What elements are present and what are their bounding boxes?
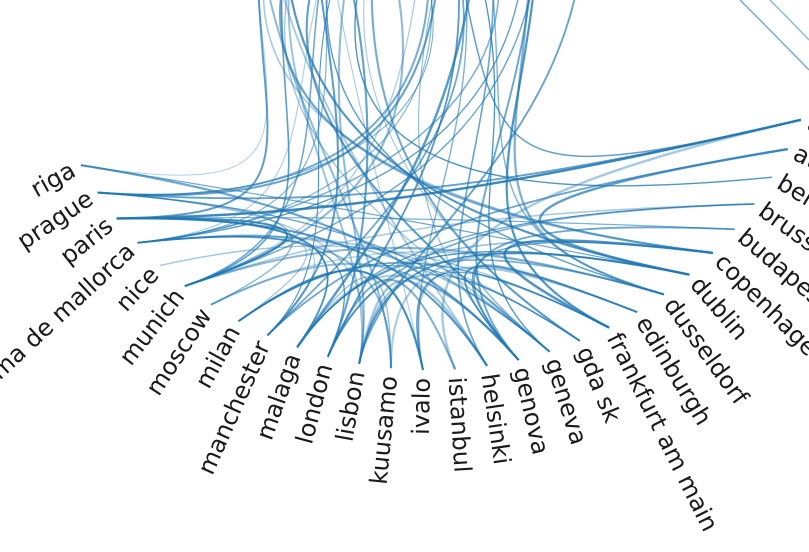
edge — [97, 0, 429, 196]
edge — [137, 0, 328, 244]
edge — [80, 0, 268, 176]
edge — [296, 240, 713, 348]
edge — [337, 0, 365, 364]
node-label: ivalo — [407, 378, 436, 435]
edge — [137, 0, 433, 244]
edge — [327, 259, 665, 358]
edge — [363, 0, 581, 342]
edge — [97, 118, 802, 200]
edge — [184, 203, 755, 287]
edge — [739, 0, 809, 71]
edge — [417, 0, 468, 371]
edge — [137, 0, 519, 244]
edge — [184, 0, 404, 288]
edge — [266, 0, 331, 336]
edge — [370, 0, 581, 342]
edge — [475, 0, 531, 361]
edge — [266, 0, 465, 337]
edge — [417, 0, 520, 361]
edge — [116, 216, 735, 230]
edge — [769, 0, 809, 41]
edge — [184, 0, 530, 287]
edge — [116, 0, 269, 220]
edge — [80, 164, 690, 276]
edge — [287, 0, 364, 364]
edge — [137, 0, 317, 244]
node-label: istanbul — [443, 376, 477, 473]
edge — [326, 0, 460, 358]
edge — [441, 118, 802, 370]
node-label: lisbon — [330, 369, 370, 444]
edge — [266, 0, 340, 337]
edge — [326, 0, 665, 296]
edge — [238, 264, 581, 342]
edge — [184, 0, 320, 287]
edge — [97, 191, 293, 306]
edge — [326, 0, 369, 358]
edge — [416, 266, 638, 371]
edge — [505, 0, 610, 329]
edge — [358, 0, 576, 364]
edge — [305, 0, 551, 353]
edge — [184, 0, 290, 287]
edge — [465, 0, 802, 158]
edge — [389, 252, 690, 369]
node-label: helsinki — [475, 372, 516, 467]
node-label: kuusamo — [365, 375, 403, 486]
edge — [492, 0, 665, 296]
edge — [473, 226, 735, 361]
edge — [283, 0, 488, 367]
edge — [503, 239, 713, 329]
edge — [457, 0, 494, 367]
edge — [184, 0, 416, 287]
edge — [80, 164, 520, 361]
edges — [80, 0, 809, 371]
edge — [269, 0, 392, 369]
edge — [337, 0, 424, 371]
edge — [474, 264, 638, 353]
edge — [137, 235, 346, 357]
edge — [513, 0, 665, 296]
edge — [354, 0, 773, 187]
edge — [484, 0, 551, 353]
